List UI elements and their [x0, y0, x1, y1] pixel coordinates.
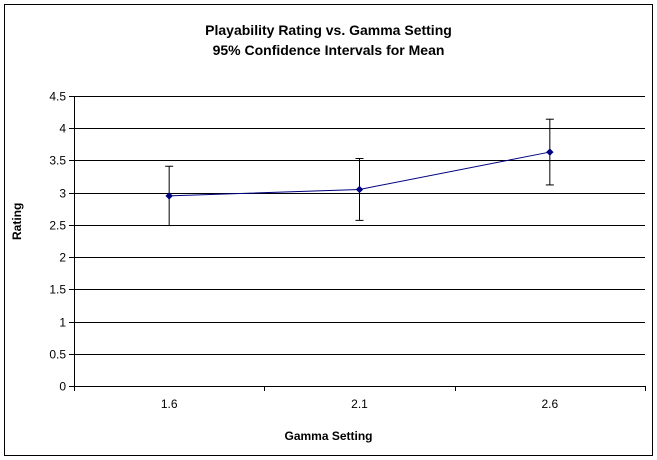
- y-tick-label: 2: [59, 251, 66, 265]
- x-tick-label: 2.1: [351, 397, 368, 411]
- data-point: [546, 148, 554, 156]
- x-tick-label: 1.6: [161, 397, 178, 411]
- y-tick-label: 3.5: [49, 154, 66, 168]
- x-tick-label: 2.6: [541, 397, 558, 411]
- y-tick-label: 2.5: [49, 219, 66, 233]
- data-point: [165, 192, 173, 200]
- data-point: [355, 185, 364, 194]
- x-axis-label: Gamma Setting: [284, 429, 373, 443]
- y-tick-label: 1.5: [49, 283, 66, 297]
- chart-border: [4, 4, 653, 456]
- y-axis-label: Rating: [10, 202, 24, 240]
- y-tick-label: 1: [59, 316, 66, 330]
- y-tick-label: 0: [59, 380, 66, 394]
- y-tick-label: 0.5: [49, 348, 66, 362]
- y-tick-label: 3: [59, 187, 66, 201]
- chart-subtitle: 95% Confidence Intervals for Mean: [212, 42, 445, 58]
- y-tick-label: 4: [59, 122, 66, 136]
- chart-title: Playability Rating vs. Gamma Setting: [205, 22, 452, 38]
- y-tick-label: 4.5: [49, 90, 66, 104]
